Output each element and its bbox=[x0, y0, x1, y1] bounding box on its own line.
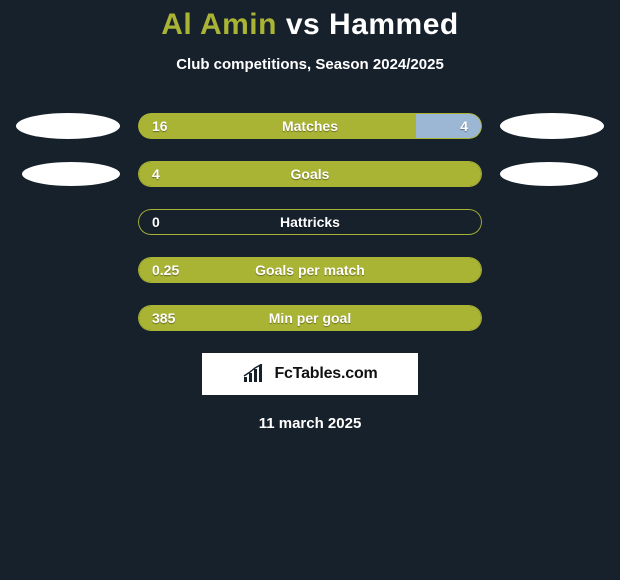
player1-name: Al Amin bbox=[161, 8, 277, 41]
subtitle: Club competitions, Season 2024/2025 bbox=[0, 56, 620, 73]
left-value: 385 bbox=[152, 310, 175, 326]
right-value: 4 bbox=[460, 118, 468, 134]
bar-left-fill bbox=[139, 114, 411, 138]
brand: FcTables.com bbox=[242, 364, 377, 384]
left-value: 0 bbox=[152, 214, 160, 230]
player1-photo-placeholder bbox=[22, 162, 120, 186]
brand-box: FcTables.com bbox=[202, 353, 418, 395]
player1-photo-placeholder bbox=[16, 113, 120, 139]
player2-photo-placeholder bbox=[500, 162, 598, 186]
bars-chart-icon bbox=[242, 364, 268, 384]
stat-bar: 16 Matches 4 bbox=[138, 113, 482, 139]
stat-row-goals-per-match: 0.25 Goals per match bbox=[0, 257, 620, 283]
bar-right-fill bbox=[416, 114, 481, 138]
player2-name: Hammed bbox=[329, 8, 459, 41]
stat-label: Min per goal bbox=[269, 310, 351, 326]
left-value: 16 bbox=[152, 118, 168, 134]
page-title: Al Amin vs Hammed bbox=[0, 8, 620, 42]
stat-label: Hattricks bbox=[280, 214, 340, 230]
date-line: 11 march 2025 bbox=[0, 415, 620, 432]
stat-label: Goals bbox=[291, 166, 330, 182]
stat-row-min-per-goal: 385 Min per goal bbox=[0, 305, 620, 331]
stat-bar: 385 Min per goal bbox=[138, 305, 482, 331]
stat-label: Goals per match bbox=[255, 262, 365, 278]
player2-photo-placeholder bbox=[500, 113, 604, 139]
left-value: 4 bbox=[152, 166, 160, 182]
stat-label: Matches bbox=[282, 118, 338, 134]
stat-row-matches: 16 Matches 4 bbox=[0, 113, 620, 139]
stat-bar: 0 Hattricks bbox=[138, 209, 482, 235]
stat-row-goals: 4 Goals bbox=[0, 161, 620, 187]
comparison-infographic: Al Amin vs Hammed Club competitions, Sea… bbox=[0, 0, 620, 432]
stat-rows: 16 Matches 4 4 Goals 0 Hattricks bbox=[0, 113, 620, 331]
stat-bar: 0.25 Goals per match bbox=[138, 257, 482, 283]
stat-bar: 4 Goals bbox=[138, 161, 482, 187]
brand-text: FcTables.com bbox=[274, 365, 377, 383]
stat-row-hattricks: 0 Hattricks bbox=[0, 209, 620, 235]
vs-separator: vs bbox=[286, 8, 320, 41]
left-value: 0.25 bbox=[152, 262, 179, 278]
